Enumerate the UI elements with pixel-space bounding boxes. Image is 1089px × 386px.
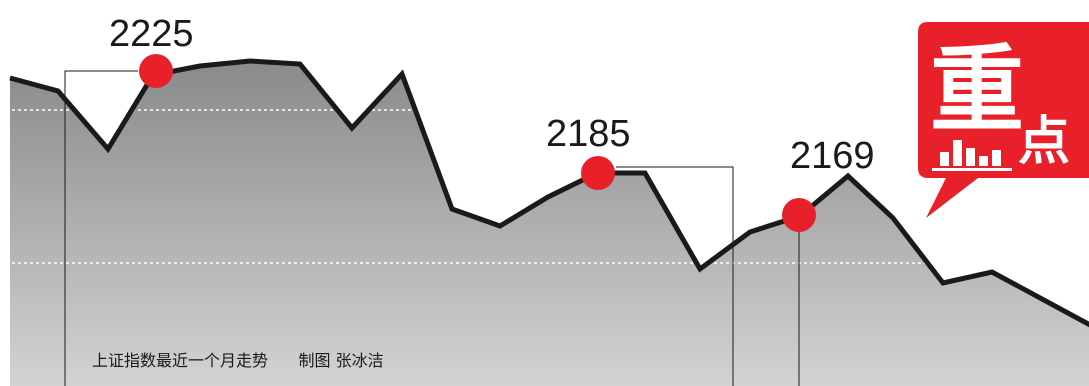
point-value-label: 2185 [546, 113, 631, 155]
callout-leader-line [616, 166, 734, 386]
highlight-point-marker [782, 198, 816, 232]
index-series-line [9, 58, 1089, 328]
point-value-label: 2169 [790, 135, 875, 177]
highlight-point-marker [581, 156, 615, 190]
badge-char-main: 重 [930, 36, 1024, 145]
callout-leader-line [64, 70, 138, 386]
highlight-point-marker [139, 54, 173, 88]
mini-bars-icon [932, 140, 1012, 171]
point-markers [139, 54, 816, 232]
point-value-label: 2225 [109, 13, 194, 55]
chart-caption: 上证指数最近一个月走势 制图 张冰洁 [92, 351, 384, 370]
area-fill [10, 61, 1089, 386]
highlight-badge: 重 点 [918, 22, 1089, 218]
point-labels: 2225 2185 2169 [109, 13, 875, 177]
callout-leaders [64, 70, 800, 386]
badge-char-small: 点 [1018, 112, 1070, 172]
